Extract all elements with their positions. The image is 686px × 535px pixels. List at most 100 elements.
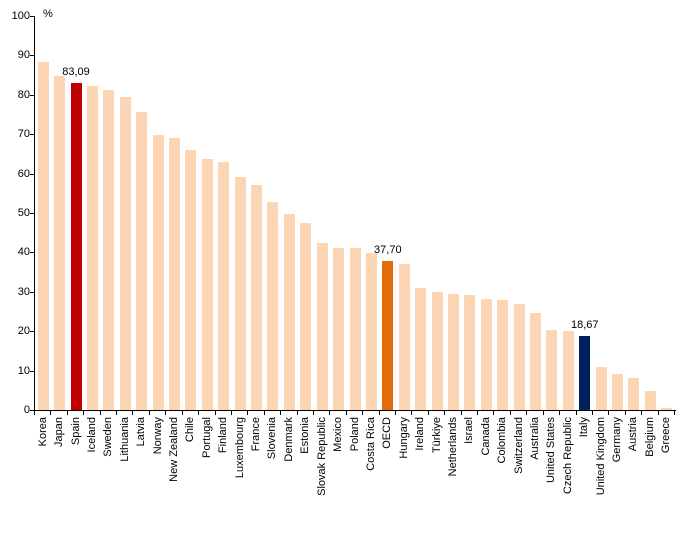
x-axis-tick — [624, 411, 626, 415]
data-label-spain: 83,09 — [62, 65, 90, 78]
bar-norway — [152, 134, 164, 410]
x-axis-tick — [66, 411, 68, 415]
y-axis-tick — [30, 370, 34, 372]
y-axis-tick-label: 30 — [17, 285, 30, 298]
x-axis-tick — [296, 411, 298, 415]
x-axis-tick — [148, 411, 150, 415]
x-axis-label-lithuania: Lithuania — [118, 417, 131, 462]
x-axis-label-portugal: Portugal — [200, 417, 213, 458]
x-axis-tick — [493, 411, 495, 415]
bar-france — [251, 185, 263, 410]
y-axis-tick — [30, 94, 34, 96]
y-axis-tick — [30, 16, 34, 17]
bar-iceland — [86, 86, 98, 410]
y-axis-tick-label: 10 — [17, 364, 30, 377]
x-axis-label-korea: Korea — [36, 417, 49, 447]
x-axis-tick — [83, 411, 85, 415]
x-axis-tick — [50, 411, 52, 415]
y-axis-line — [34, 16, 35, 411]
bar-austria — [628, 378, 640, 410]
x-axis-label-ireland: Ireland — [414, 417, 427, 451]
x-axis-tick — [329, 411, 331, 415]
bar-united-states — [546, 330, 558, 410]
bar-czech-republic — [562, 330, 574, 410]
x-axis-tick — [542, 411, 544, 415]
bar-new-zealand — [168, 138, 180, 410]
x-axis-tick — [198, 411, 200, 415]
x-axis-label-oecd: OECD — [381, 417, 394, 449]
y-axis-tick-label: 80 — [17, 88, 30, 101]
bar-denmark — [283, 214, 295, 410]
bar-united-kingdom — [595, 367, 607, 410]
x-axis-tick — [230, 411, 232, 415]
x-axis-tick — [132, 411, 134, 415]
x-axis-label-israel: Israel — [463, 417, 476, 444]
x-axis-label-greece: Greece — [660, 417, 673, 454]
bar-t-rkiye — [431, 292, 443, 410]
y-axis-tick-label: 50 — [17, 207, 30, 219]
x-axis-label-new-zealand: New Zealand — [167, 417, 180, 482]
bar-latvia — [136, 111, 148, 410]
x-axis-label-belgium: Belgium — [643, 417, 656, 457]
bar-japan — [54, 75, 66, 410]
x-axis-tick — [559, 411, 561, 415]
x-axis-tick — [444, 411, 446, 415]
x-axis-label-austria: Austria — [627, 417, 640, 452]
x-axis-label-switzerland: Switzerland — [512, 417, 525, 474]
y-axis-tick-label: 90 — [17, 49, 30, 62]
x-axis-tick — [509, 411, 511, 415]
x-axis-tick — [34, 411, 35, 415]
bar-slovak-republic — [316, 243, 328, 410]
bar-israel — [464, 295, 476, 410]
y-axis-tick-label: 0 — [23, 404, 30, 416]
x-axis-label-australia: Australia — [529, 417, 541, 460]
bar-colombia — [497, 300, 509, 410]
bar-canada — [480, 299, 492, 410]
x-axis-tick — [263, 411, 265, 415]
x-axis-tick — [247, 411, 249, 415]
bar-italy — [579, 336, 591, 410]
x-axis-tick — [362, 411, 364, 415]
bar-estonia — [300, 223, 312, 410]
x-axis-label-norway: Norway — [151, 417, 164, 455]
x-axis-tick — [477, 411, 479, 415]
y-axis-tick — [30, 213, 34, 214]
x-axis-label-estonia: Estonia — [299, 417, 312, 454]
x-axis-label-czech-republic: Czech Republic — [561, 417, 574, 495]
x-axis-label-italy: Italy — [578, 417, 591, 438]
x-axis-tick — [657, 411, 659, 415]
x-axis-label-slovenia: Slovenia — [266, 417, 279, 460]
x-axis-label-poland: Poland — [348, 417, 361, 452]
x-axis-label-luxembourg: Luxembourg — [233, 417, 246, 479]
x-axis-label-chile: Chile — [184, 417, 197, 443]
x-axis-tick — [280, 411, 282, 415]
x-axis-tick — [395, 411, 397, 415]
x-axis-label-hungary: Hungary — [397, 417, 410, 459]
y-axis-tick — [30, 173, 34, 175]
bar-korea — [37, 62, 49, 410]
x-axis-label-t-rkiye: Türkiye — [430, 417, 443, 454]
x-axis-label-finland: Finland — [217, 417, 230, 454]
y-axis-tick-label: 100 — [11, 10, 30, 22]
x-axis-label-iceland: Iceland — [85, 417, 98, 453]
x-axis-label-netherlands: Netherlands — [446, 417, 459, 477]
x-axis-label-latvia: Latvia — [135, 417, 148, 447]
bar-costa-rica — [365, 253, 377, 410]
x-axis-tick — [608, 411, 610, 415]
y-axis-tick — [30, 410, 34, 411]
bar-finland — [218, 161, 230, 410]
bar-sweden — [103, 89, 115, 410]
bar-germany — [612, 374, 624, 410]
y-axis-tick-label: 70 — [17, 128, 30, 141]
y-axis-tick — [30, 331, 34, 333]
x-axis-tick — [526, 411, 528, 415]
y-axis-tick — [30, 55, 34, 57]
x-axis-tick — [575, 411, 577, 415]
x-axis-tick — [312, 411, 314, 415]
bar-belgium — [644, 391, 656, 410]
x-axis-label-germany: Germany — [611, 417, 624, 463]
x-axis-tick — [99, 411, 101, 415]
bar-greece — [661, 407, 673, 410]
x-axis-tick — [641, 411, 643, 415]
